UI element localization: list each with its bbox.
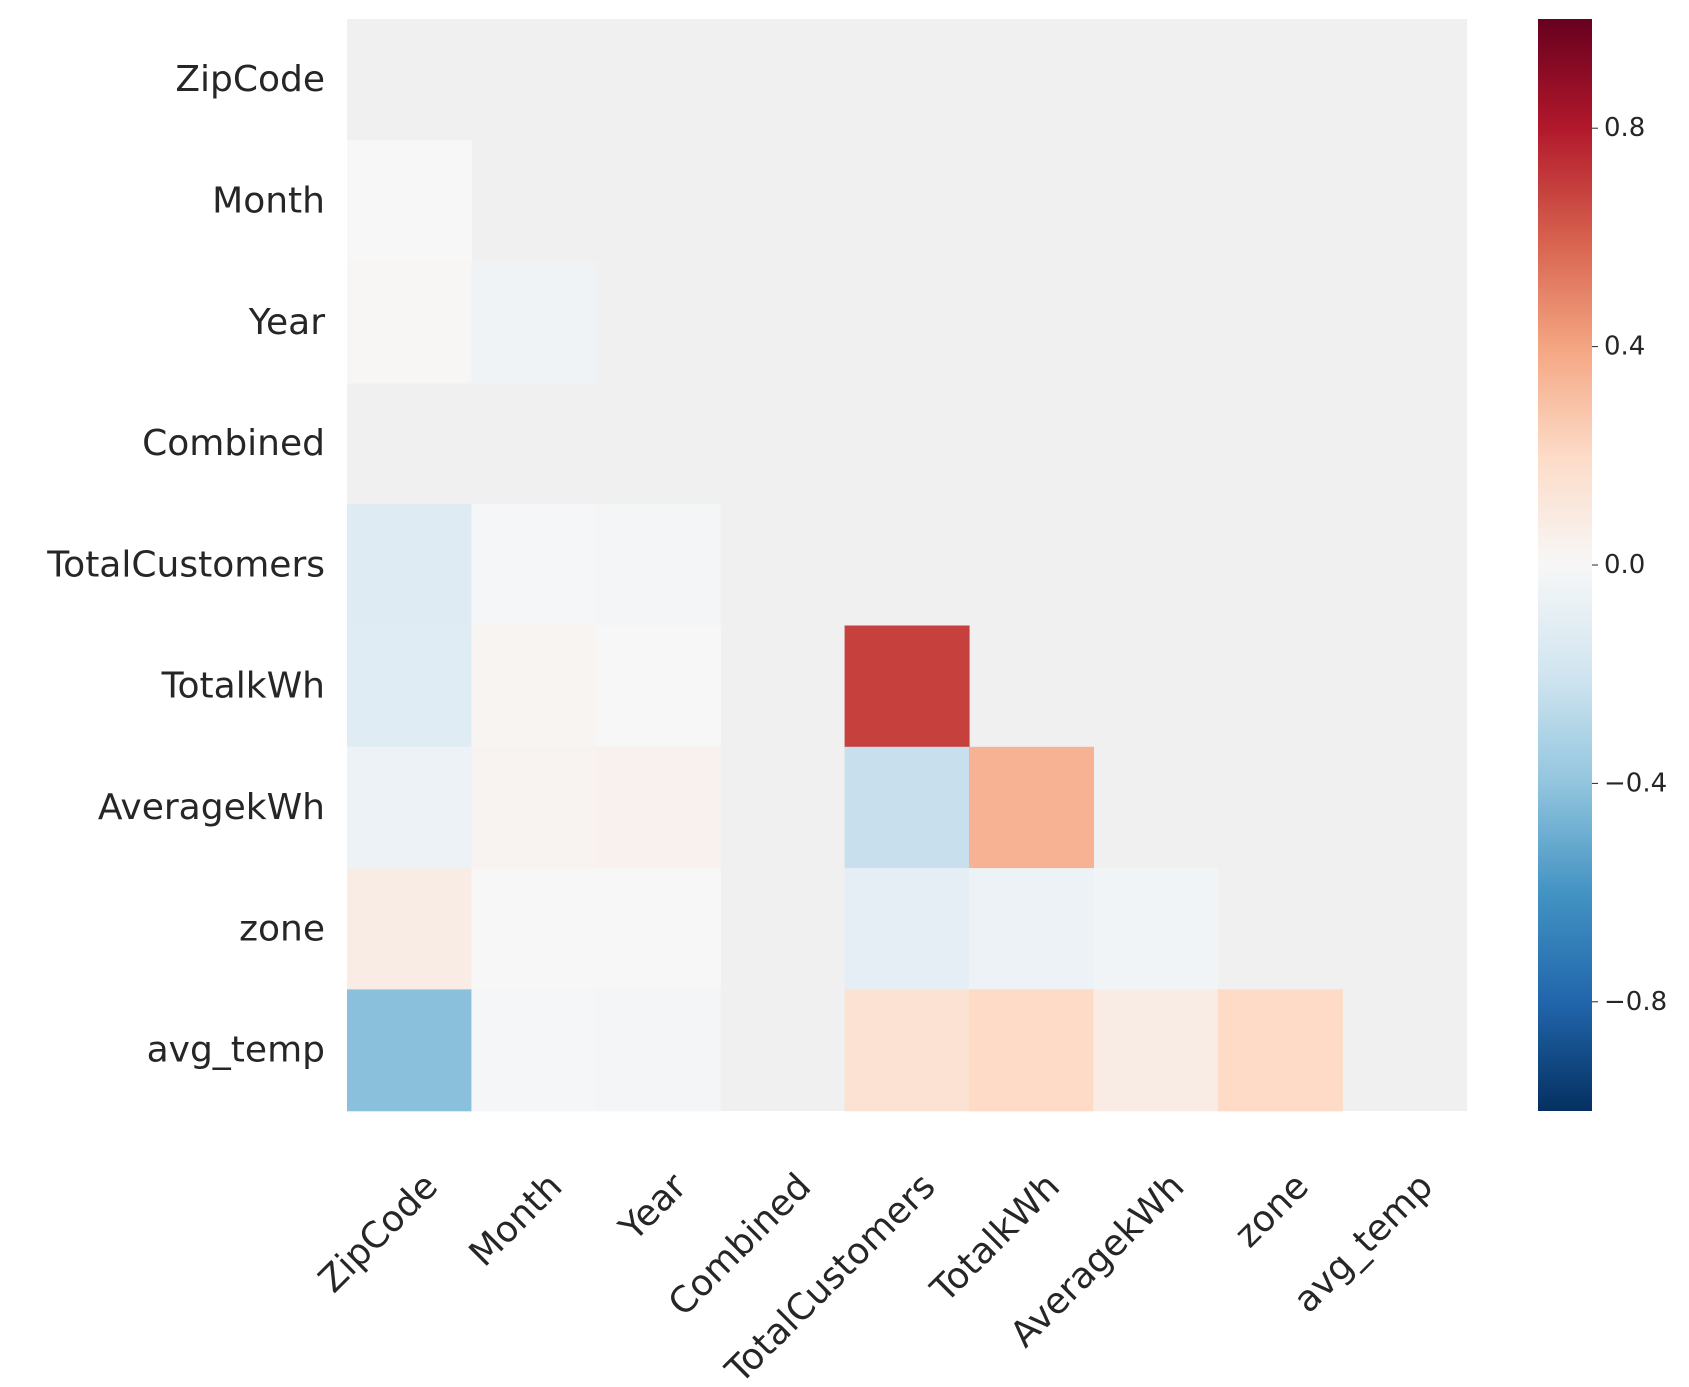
heatmap-cell-totalkwh-zipcode (347, 625, 472, 748)
column-label-month: Month (462, 1166, 571, 1275)
column-label-zone: zone (1227, 1166, 1317, 1256)
row-label-averagekwh: AveragekWh (98, 787, 325, 828)
heatmap-cell-avg-temp-month (471, 989, 597, 1112)
colorbar-tick-label: −0.4 (1604, 768, 1667, 798)
heatmap-cell-avg-temp-zipcode (347, 989, 472, 1112)
column-label-zipcode: ZipCode (311, 1166, 446, 1301)
colorbar-tick-label: 0.8 (1604, 113, 1645, 143)
row-label-zipcode: ZipCode (175, 59, 325, 100)
heatmap-cell-averagekwh-zipcode (347, 746, 472, 869)
heatmap-cell-averagekwh-totalcustomers (844, 746, 970, 869)
heatmap-cell-zone-totalkwh (969, 868, 1094, 990)
column-label-totalcustomers: TotalCustomers (717, 1166, 943, 1387)
heatmap-cell-totalkwh-totalcustomers (844, 625, 970, 748)
heatmap-cell-zone-zipcode (347, 868, 472, 990)
row-labels: ZipCode Month Year Combined TotalCustomers To… (46, 59, 325, 1070)
heatmap-cell-zone-year (595, 868, 721, 990)
heatmap-cell-avg-temp-averagekwh (1093, 989, 1219, 1112)
row-label-zone: zone (239, 908, 325, 949)
colorbar-tick-label: 0.4 (1604, 332, 1645, 362)
heatmap-cell-totalkwh-month (471, 625, 597, 748)
heatmap-cell-avg-temp-totalcustomers (844, 989, 970, 1112)
heatmap-cell-year-zipcode (347, 261, 472, 384)
row-label-year: Year (248, 302, 325, 343)
heatmap-cell-zone-totalcustomers (844, 868, 970, 990)
heatmap-cell-averagekwh-year (595, 746, 721, 869)
row-label-totalcustomers: TotalCustomers (46, 544, 325, 585)
row-label-month: Month (212, 180, 325, 221)
row-label-combined: Combined (142, 423, 325, 464)
heatmap-cells (347, 140, 1343, 1112)
heatmap-cell-avg-temp-zone (1217, 989, 1343, 1112)
heatmap-cell-totalcustomers-zipcode (347, 504, 472, 627)
heatmap-cell-zone-averagekwh (1093, 868, 1219, 990)
colorbar-ticks: 0.8 0.4 0.0 −0.4 −0.8 (1592, 113, 1667, 1017)
heatmap-cell-avg-temp-year (595, 989, 721, 1112)
column-label-year: Year (611, 1166, 695, 1250)
colorbar-tick-label: −0.8 (1604, 987, 1667, 1017)
heatmap-cell-averagekwh-month (471, 746, 597, 869)
colorbar: 0.8 0.4 0.0 −0.4 −0.8 (1538, 19, 1667, 1111)
heatmap-cell-avg-temp-totalkwh (969, 989, 1094, 1112)
heatmap-cell-averagekwh-totalkwh (969, 746, 1094, 869)
heatmap-cell-zone-month (471, 868, 597, 990)
heatmap-cell-totalcustomers-year (595, 504, 721, 627)
colorbar-tick-label: 0.0 (1604, 550, 1645, 580)
row-label-totalkwh: TotalkWh (161, 666, 325, 707)
colorbar-gradient (1538, 19, 1592, 1111)
heatmap-cell-month-zipcode (347, 140, 472, 263)
row-label-avg-temp: avg_temp (147, 1030, 325, 1071)
heatmap-cell-totalkwh-year (595, 625, 721, 748)
heatmap-cell-totalcustomers-month (471, 504, 597, 627)
column-labels: ZipCode Month YearCombinedTotalCustomersTo… (311, 1166, 1441, 1387)
heatmap-cell-year-month (471, 261, 597, 384)
